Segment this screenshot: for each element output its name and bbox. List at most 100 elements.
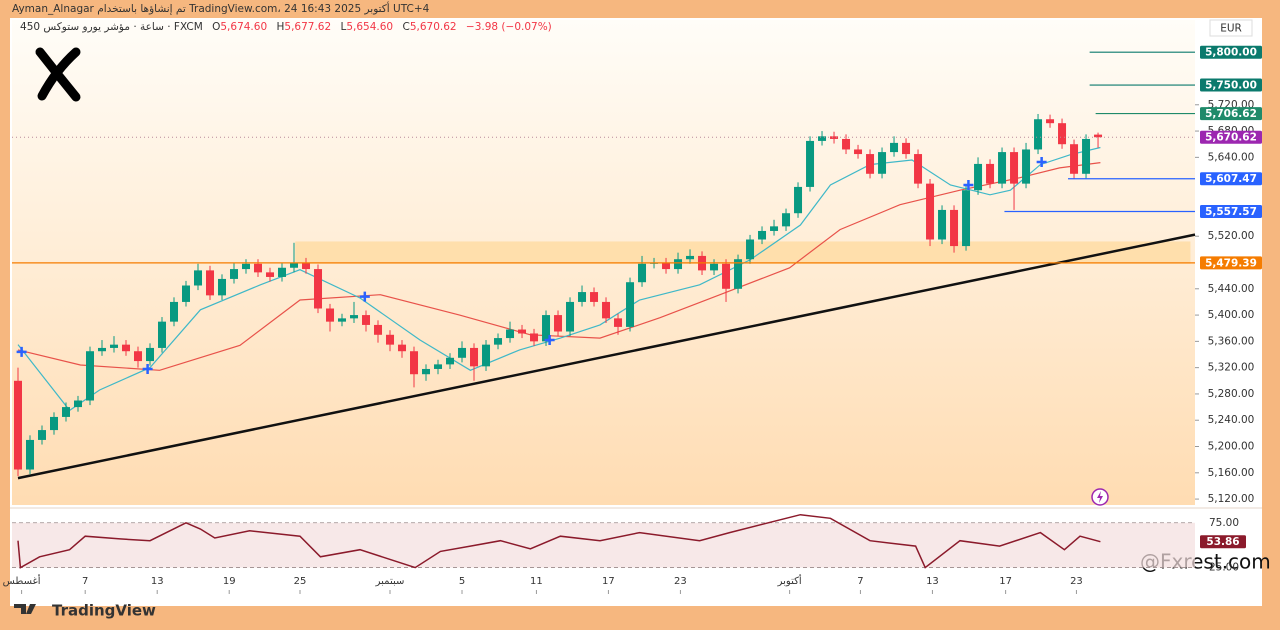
candle-body xyxy=(1046,119,1055,124)
candle-body xyxy=(158,321,167,348)
candle-body xyxy=(950,209,959,247)
candle-body xyxy=(50,416,59,431)
legend-value: 5,654.60 xyxy=(346,21,393,33)
price-label-box xyxy=(1200,256,1262,270)
candle-body xyxy=(938,209,947,240)
x-tick-label: 13 xyxy=(926,576,939,587)
candle-body xyxy=(1010,152,1019,184)
candle-body xyxy=(806,140,815,187)
price-label: 5,557.57 xyxy=(1205,206,1257,218)
candle-body xyxy=(866,154,875,174)
credit: Ayman_Alnagar تم إنشاؤها باستخدام Tradin… xyxy=(12,1,430,15)
brand-logo xyxy=(14,604,36,614)
candle-body xyxy=(1058,123,1067,145)
signal xyxy=(359,291,370,302)
legend-key: O xyxy=(212,21,220,33)
price-label-box xyxy=(1200,205,1262,219)
x-tick-label: 11 xyxy=(530,576,543,587)
zone xyxy=(295,241,1191,264)
legend-value: 5,677.62 xyxy=(284,21,331,33)
signal xyxy=(963,179,974,190)
y-tick-label: 5,240.00 xyxy=(1208,414,1255,426)
y-tick-label: 5,120.00 xyxy=(1208,493,1255,505)
candle-body xyxy=(626,282,635,327)
currency: EUR xyxy=(1220,23,1242,35)
price-label: 5,706.62 xyxy=(1205,108,1257,120)
candle-body xyxy=(902,142,911,155)
candle-body xyxy=(614,318,623,327)
candle-body xyxy=(278,267,287,277)
x-tick-label: 23 xyxy=(1070,576,1083,587)
candle-body xyxy=(266,272,275,277)
candle-body xyxy=(122,344,131,352)
candle-body xyxy=(554,315,563,332)
legend-key: H xyxy=(276,21,284,33)
candle-body xyxy=(290,262,299,268)
price-label: 5,750.00 xyxy=(1205,80,1257,92)
candle-body xyxy=(1022,149,1031,184)
rsi-label-box xyxy=(1200,535,1246,549)
candle-body xyxy=(302,262,311,270)
candle-body xyxy=(74,400,83,408)
candle-body xyxy=(98,347,107,352)
candle-body xyxy=(386,334,395,345)
candle-body xyxy=(710,263,719,271)
alert-icon[interactable] xyxy=(1091,488,1109,506)
candle-body xyxy=(86,351,95,401)
candle-body xyxy=(686,255,695,260)
legend-change: −3.98 (−0.07%) xyxy=(466,21,552,33)
candle-body xyxy=(782,213,791,227)
y-tick-label: 5,440.00 xyxy=(1208,283,1255,295)
y-tick-label: 5,200.00 xyxy=(1208,441,1255,453)
candle-body xyxy=(446,357,455,365)
candle-body xyxy=(422,368,431,375)
y-tick-label: 5,360.00 xyxy=(1208,335,1255,347)
rsi-tick-label: 75.00 xyxy=(1209,517,1239,529)
candle-body xyxy=(926,183,935,240)
candle-body xyxy=(854,149,863,155)
candle-body xyxy=(38,430,47,440)
candle-body xyxy=(470,347,479,367)
brand-mark xyxy=(14,604,36,614)
price-label-box xyxy=(1200,78,1262,92)
candle-body xyxy=(986,163,995,184)
x-tick-label: 19 xyxy=(223,576,236,587)
x-tick-label: 5 xyxy=(459,576,465,587)
x-tick-label: أكتوبر xyxy=(777,574,802,587)
candle-body xyxy=(494,338,503,345)
candle-body xyxy=(602,301,611,319)
rsi-line xyxy=(17,513,1101,569)
candle-body xyxy=(590,292,599,302)
candle-body xyxy=(146,347,155,362)
candle-body xyxy=(254,263,263,273)
y-tick-label: 5,520.00 xyxy=(1208,230,1255,242)
price-label-box xyxy=(1200,45,1262,59)
currency-box[interactable] xyxy=(1209,19,1253,37)
legend-value: 5,674.60 xyxy=(220,21,267,33)
candle-body xyxy=(998,152,1007,184)
candle-body xyxy=(326,308,335,322)
x-tick-label: 25 xyxy=(294,576,307,587)
candle-body xyxy=(338,318,347,322)
price-label-box xyxy=(1200,130,1262,144)
trendline xyxy=(17,233,1196,480)
moving-average xyxy=(17,146,1101,412)
price-label: 5,670.62 xyxy=(1205,132,1257,144)
rsi-band xyxy=(12,522,1195,568)
x-tick-label: 7 xyxy=(82,576,88,587)
candle-body xyxy=(734,259,743,289)
candle-body xyxy=(542,315,551,342)
candle-body xyxy=(194,270,203,286)
candle-body xyxy=(746,239,755,260)
candle-body xyxy=(974,163,983,191)
candle-body xyxy=(1094,134,1103,138)
legend-key: L xyxy=(341,21,347,33)
brand: TradingView xyxy=(52,602,156,620)
candle-body xyxy=(182,285,191,302)
y-tick-label: 5,160.00 xyxy=(1208,467,1255,479)
signal xyxy=(142,363,153,374)
candle-body xyxy=(914,154,923,184)
signal xyxy=(16,346,27,357)
